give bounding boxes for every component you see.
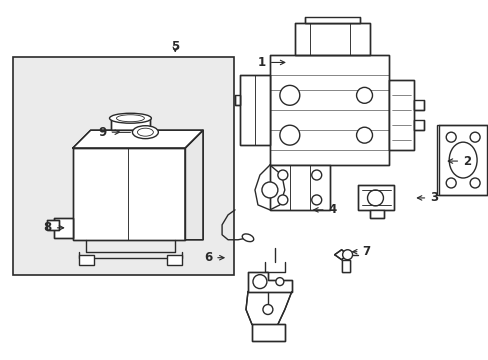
Circle shape: [367, 190, 383, 206]
Ellipse shape: [116, 115, 144, 122]
Circle shape: [279, 125, 299, 145]
Circle shape: [311, 170, 321, 180]
Polygon shape: [413, 100, 424, 110]
Polygon shape: [247, 272, 291, 292]
Ellipse shape: [109, 113, 151, 123]
Polygon shape: [369, 210, 384, 218]
Ellipse shape: [137, 128, 153, 136]
Text: 5: 5: [171, 40, 179, 53]
Polygon shape: [110, 118, 150, 130]
Ellipse shape: [342, 250, 352, 260]
Polygon shape: [413, 120, 424, 130]
Polygon shape: [269, 165, 329, 210]
Circle shape: [263, 305, 272, 315]
Circle shape: [277, 170, 287, 180]
Text: 3: 3: [417, 192, 437, 204]
Circle shape: [469, 132, 479, 142]
Text: 9: 9: [98, 126, 119, 139]
Polygon shape: [294, 23, 369, 55]
Polygon shape: [235, 95, 240, 105]
Text: 6: 6: [203, 251, 224, 264]
Polygon shape: [341, 260, 349, 272]
Polygon shape: [357, 185, 394, 210]
Polygon shape: [388, 80, 413, 150]
Circle shape: [356, 127, 372, 143]
Bar: [167, 255, 182, 265]
Circle shape: [279, 85, 299, 105]
Circle shape: [469, 178, 479, 188]
Text: 7: 7: [352, 245, 370, 258]
Ellipse shape: [132, 126, 158, 139]
Text: 4: 4: [313, 203, 336, 216]
Circle shape: [277, 195, 287, 205]
Text: 1: 1: [257, 56, 284, 69]
Circle shape: [446, 132, 455, 142]
Polygon shape: [185, 130, 203, 240]
Polygon shape: [334, 250, 347, 260]
Polygon shape: [54, 218, 73, 238]
Bar: [79, 255, 93, 265]
Polygon shape: [73, 148, 185, 240]
Polygon shape: [251, 324, 285, 341]
Polygon shape: [436, 125, 488, 195]
Polygon shape: [304, 17, 359, 23]
Circle shape: [446, 178, 455, 188]
Polygon shape: [47, 220, 59, 230]
Polygon shape: [269, 55, 388, 165]
Circle shape: [311, 195, 321, 205]
Ellipse shape: [242, 234, 253, 242]
Ellipse shape: [448, 142, 476, 178]
Circle shape: [275, 278, 283, 285]
Circle shape: [356, 87, 372, 103]
Circle shape: [262, 182, 277, 198]
Bar: [13, 58, 234, 275]
Polygon shape: [245, 292, 291, 329]
Circle shape: [252, 275, 266, 289]
Text: 8: 8: [43, 221, 63, 234]
Polygon shape: [73, 130, 203, 148]
Text: 2: 2: [447, 154, 470, 167]
Polygon shape: [240, 75, 269, 145]
